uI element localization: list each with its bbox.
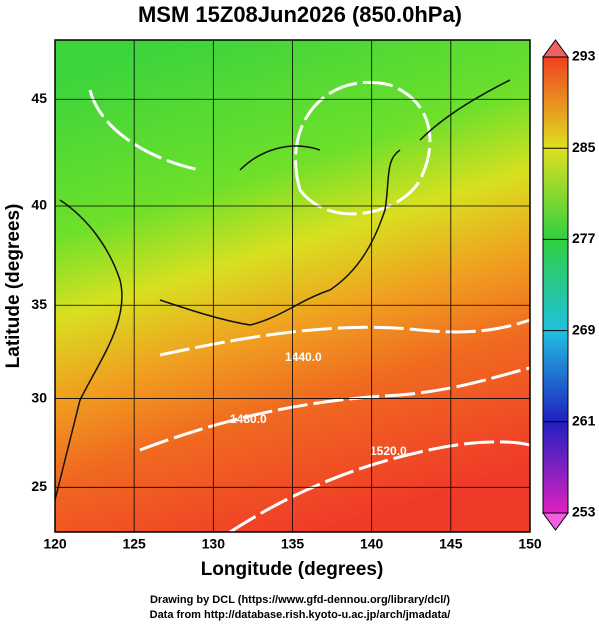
x-tick-label: 130 [202, 536, 226, 552]
footer: Drawing by DCL (https://www.gfd-dennou.o… [150, 594, 450, 606]
contours [88, 80, 531, 534]
y-tick-label: 30 [31, 389, 47, 405]
x-tick-label: 140 [360, 536, 384, 552]
x-tick-label: 120 [43, 536, 67, 552]
colorbar-tick-label: 269 [572, 321, 596, 337]
contour-label: 1440.0 [285, 350, 322, 364]
colorbar-arrow [542, 39, 569, 58]
colorbar-tick-label: 277 [572, 230, 596, 246]
y-tick-label: 45 [31, 90, 47, 106]
colorbar [542, 56, 569, 514]
contour-label: 1520.0 [370, 444, 407, 458]
coastline [54, 79, 511, 501]
colorbar-tick-label: 253 [572, 504, 596, 520]
title: MSM 15Z08Jun2026 (850.0hPa) [138, 2, 462, 27]
x-tick-label: 135 [281, 536, 305, 552]
x-axis-label: Longitude (degrees) [201, 559, 384, 580]
contour-label: 1480.0 [230, 412, 267, 426]
x-tick-label: 150 [518, 536, 542, 552]
colorbar-tick-label: 293 [572, 48, 596, 64]
y-axis-label: Latitude (degrees) [3, 204, 24, 369]
y-tick-label: 25 [31, 478, 47, 494]
y-tick-label: 35 [31, 296, 47, 312]
x-tick-label: 145 [439, 536, 463, 552]
colorbar-arrow [542, 512, 569, 531]
colorbar-tick-label: 285 [572, 139, 596, 155]
x-tick-label: 125 [122, 536, 146, 552]
footer: Data from http://database.rish.kyoto-u.a… [150, 609, 451, 621]
y-tick-label: 40 [31, 197, 47, 213]
colorbar-tick-label: 261 [572, 413, 596, 429]
